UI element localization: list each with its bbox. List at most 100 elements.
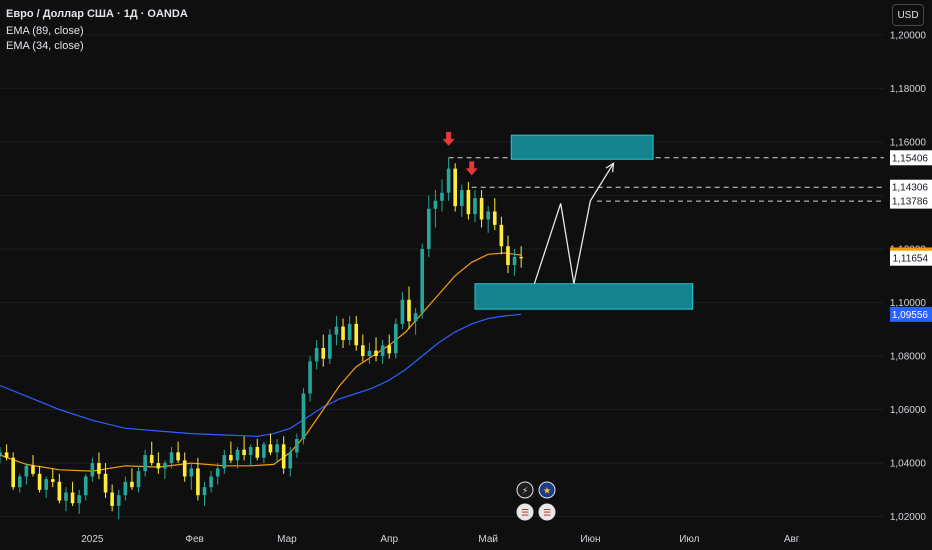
candle-down: [57, 481, 62, 501]
candle-up: [0, 452, 2, 456]
forecast-arrowhead-icon[interactable]: [605, 162, 615, 173]
currency-button[interactable]: USD: [892, 4, 924, 26]
candle-down: [341, 326, 345, 340]
price-tag-label: 1,14306: [892, 183, 929, 194]
candle-up: [123, 481, 128, 496]
candle-down: [229, 455, 233, 461]
candle-down: [176, 452, 180, 461]
event-icons[interactable]: ⚡ ★ ☰ ☰: [516, 481, 556, 521]
candle-down: [466, 190, 471, 215]
candle-down: [103, 473, 108, 493]
time-tick-label: Апр: [380, 534, 398, 545]
eu-flag-icon-glyph: ★: [543, 487, 551, 497]
zone-box[interactable]: [474, 283, 694, 310]
indicator-ema-34[interactable]: EMA (34, close): [6, 40, 84, 52]
time-tick-label: Июн: [580, 534, 600, 545]
us-flag-icon-1[interactable]: ☰: [516, 503, 534, 521]
candle-up: [328, 334, 332, 359]
candles: [0, 157, 523, 520]
price-tags: 1,154061,143061,137861,117741,116541,095…: [890, 150, 932, 322]
candle-down: [281, 444, 286, 469]
candle-down: [453, 168, 458, 207]
candle-up: [433, 200, 438, 209]
candle-down: [374, 350, 378, 357]
price-tag-label: 1,13786: [892, 197, 929, 208]
ema34-path: [0, 252, 522, 472]
candle-up: [248, 447, 253, 456]
sell-arrow-icon[interactable]: [465, 161, 478, 176]
candle-down: [354, 323, 359, 346]
price-axis[interactable]: 1,200001,180001,160001,140001,120001,100…: [890, 30, 927, 523]
time-axis[interactable]: 2025 Фев Мар Апр Май Июн Июл Авг: [81, 534, 800, 545]
candle-down: [321, 347, 326, 359]
price-tick-label: 1,18000: [890, 84, 927, 95]
candle-up: [420, 248, 425, 314]
price-tag-bg: [890, 179, 932, 195]
indicator-ema-89[interactable]: EMA (89, close): [6, 25, 84, 37]
candle-down: [182, 460, 187, 477]
grid-layer: [0, 34, 884, 518]
candle-down: [479, 198, 484, 220]
candle-up: [394, 323, 398, 354]
horizontal-levels[interactable]: [448, 157, 884, 202]
candle-up: [116, 495, 121, 506]
candle-up: [215, 468, 220, 477]
candle-down: [255, 447, 260, 458]
candle-down: [519, 256, 523, 259]
candle-up: [347, 323, 352, 340]
candle-up: [275, 444, 279, 453]
candle-up: [222, 455, 227, 469]
candle-up: [262, 444, 266, 458]
candle-down: [110, 492, 114, 506]
candle-up: [486, 211, 490, 220]
price-tick-label: 1,10000: [890, 298, 927, 309]
candle-down: [130, 481, 134, 488]
forecast-path[interactable]: [533, 162, 615, 284]
candle-up: [446, 168, 451, 193]
candle-down: [407, 299, 411, 322]
candle-up: [77, 495, 81, 504]
eu-flag-icon[interactable]: ★: [538, 481, 556, 499]
time-tick-label: Май: [478, 534, 498, 545]
price-tick-label: 1,02000: [890, 512, 927, 523]
candle-up: [202, 487, 207, 496]
zones[interactable]: [474, 134, 694, 310]
time-tick-label: Фев: [185, 534, 203, 545]
time-tick-label: Авг: [784, 534, 800, 545]
zone-box[interactable]: [510, 134, 654, 160]
candle-up: [90, 463, 95, 477]
candle-down: [37, 473, 42, 490]
lightning-icon[interactable]: ⚡: [516, 481, 534, 499]
ema34-line: [0, 252, 522, 472]
sell-arrow-icon[interactable]: [442, 131, 455, 146]
candle-down: [196, 468, 200, 496]
price-tick-label: 1,16000: [890, 137, 927, 148]
price-tag-label: 1,09556: [892, 310, 929, 321]
us-flag-icon-2[interactable]: ☰: [538, 503, 556, 521]
price-tag-bg: [890, 250, 932, 266]
ema89-line: [0, 313, 522, 437]
candle-up: [295, 438, 299, 453]
price-tag-bg: [890, 150, 932, 166]
sell-markers[interactable]: [442, 131, 478, 176]
price-tag-label: 1,11654: [893, 254, 929, 265]
us-flag-icon-2-bg: [538, 503, 556, 521]
price-tick-label: 1,08000: [890, 352, 927, 363]
candle-down: [268, 444, 273, 453]
price-tag-bg: [890, 306, 932, 322]
candle-up: [426, 208, 431, 249]
candle-down: [70, 492, 75, 504]
us-flag-icon-1-bg: [516, 503, 534, 521]
candle-up: [301, 393, 306, 439]
candle-up: [314, 347, 319, 362]
candle-down: [149, 455, 154, 464]
candle-down: [11, 457, 16, 488]
candle-down: [387, 345, 392, 354]
forecast-line[interactable]: [533, 162, 615, 284]
candle-up: [459, 190, 464, 207]
lightning-icon-glyph: ⚡: [522, 487, 528, 497]
candle-up: [136, 471, 141, 488]
candle-up: [189, 468, 194, 477]
candle-up: [83, 476, 88, 496]
